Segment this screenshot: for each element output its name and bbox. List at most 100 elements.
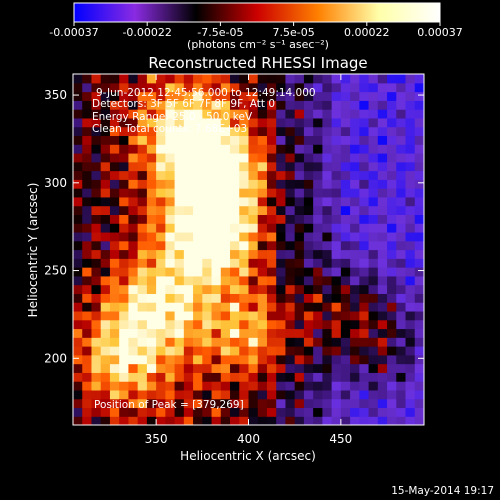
heatmap-cell [359,144,370,154]
heatmap-cell [119,82,130,93]
heatmap-cell [340,91,351,101]
heatmap-cell [257,319,268,330]
heatmap-cell [350,302,360,312]
heatmap-cell [220,328,231,338]
heatmap-cell [239,231,250,242]
heatmap-cell [128,284,139,294]
heatmap-cell [174,328,185,338]
heatmap-cell [202,135,213,145]
heatmap-cell [73,74,83,84]
heatmap-cell [303,372,314,382]
heatmap-cell [331,240,342,251]
heatmap-cell [174,249,185,259]
heatmap-cell [156,100,166,110]
heatmap-cell [350,109,360,119]
heatmap-cell [73,363,83,373]
heatmap-cell [230,328,240,338]
heatmap-cell [230,302,240,312]
heatmap-cell [165,372,176,382]
heatmap-cell [239,135,250,145]
heatmap-cell [396,416,407,425]
heatmap-cell [303,161,314,172]
heatmap-cell [266,337,277,347]
heatmap-cell [220,310,231,321]
heatmap-cell [202,267,213,277]
heatmap-cell [285,302,296,312]
heatmap-cell [331,267,342,277]
heatmap-cell [313,372,323,382]
heatmap-cell [146,346,157,356]
heatmap-cell [266,196,277,207]
heatmap-cell [350,337,360,347]
heatmap-cell [359,100,370,110]
heatmap-cell [294,372,305,382]
heatmap-cell [294,284,305,294]
heatmap-cell [359,188,370,198]
heatmap-cell [174,74,185,84]
heatmap-cell [146,161,157,172]
heatmap-cell [322,267,333,277]
heatmap-cell [303,144,314,154]
heatmap-cell [220,337,231,347]
heatmap-cell [257,284,268,294]
heatmap-cell [220,223,231,233]
heatmap-cell [340,74,351,84]
heatmap-cell [266,240,277,251]
heatmap-cell [359,196,370,207]
heatmap-cell [220,389,231,400]
heatmap-cell [156,275,166,286]
heatmap-cell [248,117,259,128]
heatmap-cell [257,152,268,163]
heatmap-cell [239,91,250,101]
heatmap-cell [313,161,323,172]
heatmap-cell [100,109,111,119]
heatmap-cell [156,109,166,119]
heatmap-cell [220,284,231,294]
heatmap-cell [73,214,83,224]
heatmap-cell [183,319,194,330]
heatmap-cell [211,161,222,172]
heatmap-cell [109,398,120,409]
heatmap-cell [146,223,157,233]
heatmap-cell [230,82,240,93]
heatmap-cell [91,346,102,356]
heatmap-cell [266,170,277,180]
heatmap-cell [350,284,360,294]
heatmap-cell [294,354,305,365]
heatmap-cell [100,188,111,198]
heatmap-cell [91,223,102,233]
heatmap-cell [313,240,323,251]
heatmap-cell [405,205,416,215]
heatmap-cell [294,170,305,180]
heatmap-cell [183,416,194,425]
heatmap-cell [91,398,102,409]
heatmap-cell [128,109,139,119]
heatmap-cell [82,284,93,294]
heatmap-cell [193,310,203,321]
heatmap-cell [165,100,176,110]
heatmap-cell [82,144,93,154]
heatmap-cell [303,135,314,145]
heatmap-cell [73,354,83,365]
heatmap-cell [331,363,342,373]
heatmap-cell [156,240,166,251]
heatmap-cell [387,407,397,417]
heatmap-cell [137,267,148,277]
heatmap-cell [82,310,93,321]
heatmap-cell [350,363,360,373]
heatmap-cell [340,188,351,198]
heatmap-cell [331,179,342,189]
heatmap-cell [350,135,360,145]
heatmap-cell [174,126,185,137]
heatmap-cell [73,91,83,101]
heatmap-cell [193,363,203,373]
heatmap-cell [146,117,157,128]
heatmap-cell [377,82,388,93]
heatmap-cell [73,337,83,347]
heatmap-cell [257,372,268,382]
heatmap-cell [294,135,305,145]
heatmap-cell [211,223,222,233]
heatmap-cell [239,398,250,409]
heatmap-cell [100,372,111,382]
heatmap-cell [285,170,296,180]
